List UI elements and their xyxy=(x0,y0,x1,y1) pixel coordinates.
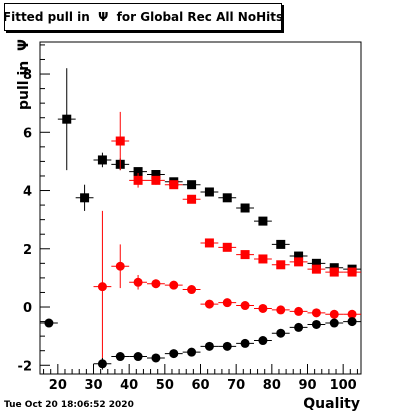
data-point-circle xyxy=(169,349,179,359)
data-point-square xyxy=(240,203,250,213)
data-point-circle xyxy=(329,309,339,319)
data-point-circle xyxy=(311,308,321,318)
data-point-square xyxy=(222,242,232,252)
data-point-circle xyxy=(240,338,250,348)
x-tick-label: 60 xyxy=(191,378,209,393)
data-point-circle xyxy=(97,359,107,369)
data-point-square xyxy=(311,264,321,274)
data-point-circle xyxy=(258,303,268,313)
data-point-square xyxy=(347,267,357,277)
data-point-circle xyxy=(187,347,197,357)
data-point-square xyxy=(187,194,197,204)
data-point-square xyxy=(204,238,214,248)
data-point-square xyxy=(276,239,286,249)
data-point-circle xyxy=(294,306,304,316)
data-point-circle xyxy=(115,261,125,271)
data-point-square xyxy=(151,170,161,180)
data-point-square xyxy=(133,175,143,185)
x-tick-label: 50 xyxy=(156,378,174,393)
x-tick-label: 80 xyxy=(263,378,281,393)
data-point-circle xyxy=(187,285,197,295)
data-point-circle xyxy=(276,328,286,338)
data-point-square xyxy=(97,155,107,165)
x-tick-label: 100 xyxy=(330,378,357,393)
data-point-circle xyxy=(276,305,286,315)
x-axis-label: Quality xyxy=(303,396,360,412)
x-tick-label: 30 xyxy=(84,378,102,393)
data-point-square xyxy=(151,175,161,185)
data-point-square xyxy=(240,250,250,260)
data-point-circle xyxy=(115,352,125,362)
data-point-square xyxy=(258,254,268,264)
data-point-circle xyxy=(240,301,250,311)
chart-title: Fitted pull in Ψ for Global Rec All NoHi… xyxy=(3,3,283,31)
data-point-square xyxy=(258,216,268,226)
data-point-circle xyxy=(294,322,304,332)
data-point-circle xyxy=(44,318,54,328)
data-point-circle xyxy=(151,279,161,289)
y-tick-label: 4 xyxy=(23,185,32,200)
data-point-square xyxy=(276,260,286,270)
data-point-circle xyxy=(347,317,357,327)
data-point-square xyxy=(329,267,339,277)
timestamp: Tue Oct 20 18:06:52 2020 xyxy=(4,400,134,410)
data-point-square xyxy=(204,187,214,197)
data-point-circle xyxy=(222,341,232,351)
data-point-circle xyxy=(151,353,161,363)
data-point-circle xyxy=(258,336,268,346)
data-point-circle xyxy=(204,341,214,351)
data-point-circle xyxy=(169,280,179,290)
data-point-square xyxy=(311,258,321,268)
data-point-square xyxy=(115,136,125,146)
data-point-circle xyxy=(133,352,143,362)
y-tick-label: 0 xyxy=(23,301,32,316)
data-point-circle xyxy=(97,282,107,292)
y-tick-label: 2 xyxy=(23,243,32,258)
data-point-square xyxy=(294,257,304,267)
data-point-circle xyxy=(133,277,143,287)
x-tick-label: 90 xyxy=(298,378,316,393)
data-point-circle xyxy=(222,298,232,308)
data-point-square xyxy=(80,193,90,203)
data-point-square xyxy=(133,167,143,177)
data-point-circle xyxy=(329,318,339,328)
data-point-circle xyxy=(204,299,214,309)
x-tick-label: 70 xyxy=(227,378,245,393)
data-point-square xyxy=(62,114,72,124)
y-tick-label: 6 xyxy=(23,126,32,141)
data-point-square xyxy=(187,180,197,190)
x-tick-label: 40 xyxy=(120,378,138,393)
data-point-circle xyxy=(311,319,321,329)
data-point-square xyxy=(222,193,232,203)
data-point-square xyxy=(294,251,304,261)
data-point-square xyxy=(169,180,179,190)
data-point-circle xyxy=(347,309,357,319)
y-tick-label: 8 xyxy=(23,68,32,83)
x-tick-label: 20 xyxy=(49,378,67,393)
y-tick-label: -2 xyxy=(18,359,32,374)
